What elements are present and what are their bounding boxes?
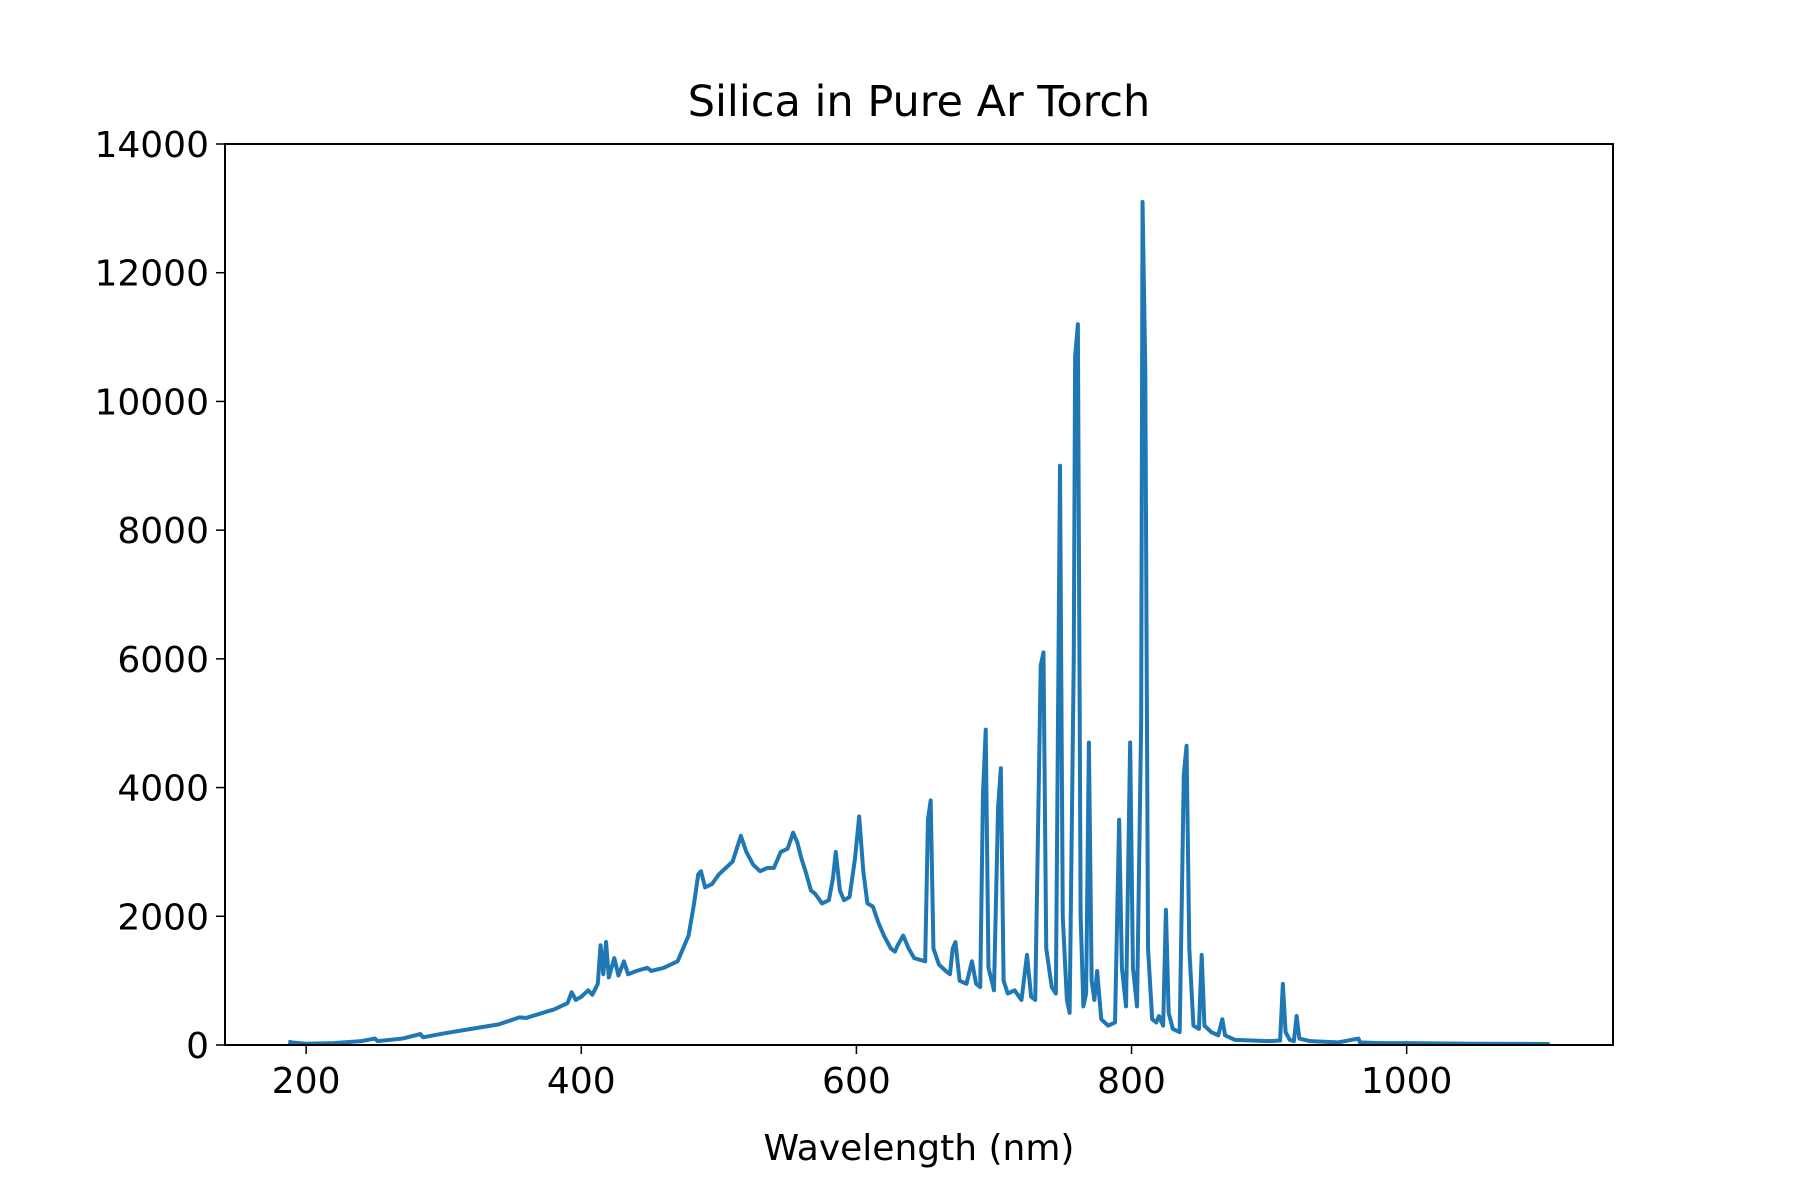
y-tick-label: 2000 <box>117 897 209 938</box>
y-tick-label: 12000 <box>94 254 209 295</box>
x-tick-label: 1000 <box>1361 1061 1453 1102</box>
spectrum-line <box>287 199 1550 1047</box>
y-tick-label: 4000 <box>117 769 209 810</box>
chart-title: Silica in Pure Ar Torch <box>688 77 1151 127</box>
x-tick-label: 600 <box>822 1061 891 1102</box>
y-tick-label: 6000 <box>117 640 209 681</box>
y-tick-label: 8000 <box>117 511 209 552</box>
x-axis-label: Wavelength (nm) <box>764 1128 1075 1169</box>
y-tick-label: 10000 <box>94 382 209 423</box>
x-tick-label: 400 <box>547 1061 616 1102</box>
x-tick-label: 800 <box>1097 1061 1166 1102</box>
plot-frame <box>224 143 1614 1046</box>
y-tick-label: 0 <box>186 1026 209 1067</box>
x-tick-label: 200 <box>272 1061 341 1102</box>
y-tick-label: 14000 <box>94 125 209 166</box>
